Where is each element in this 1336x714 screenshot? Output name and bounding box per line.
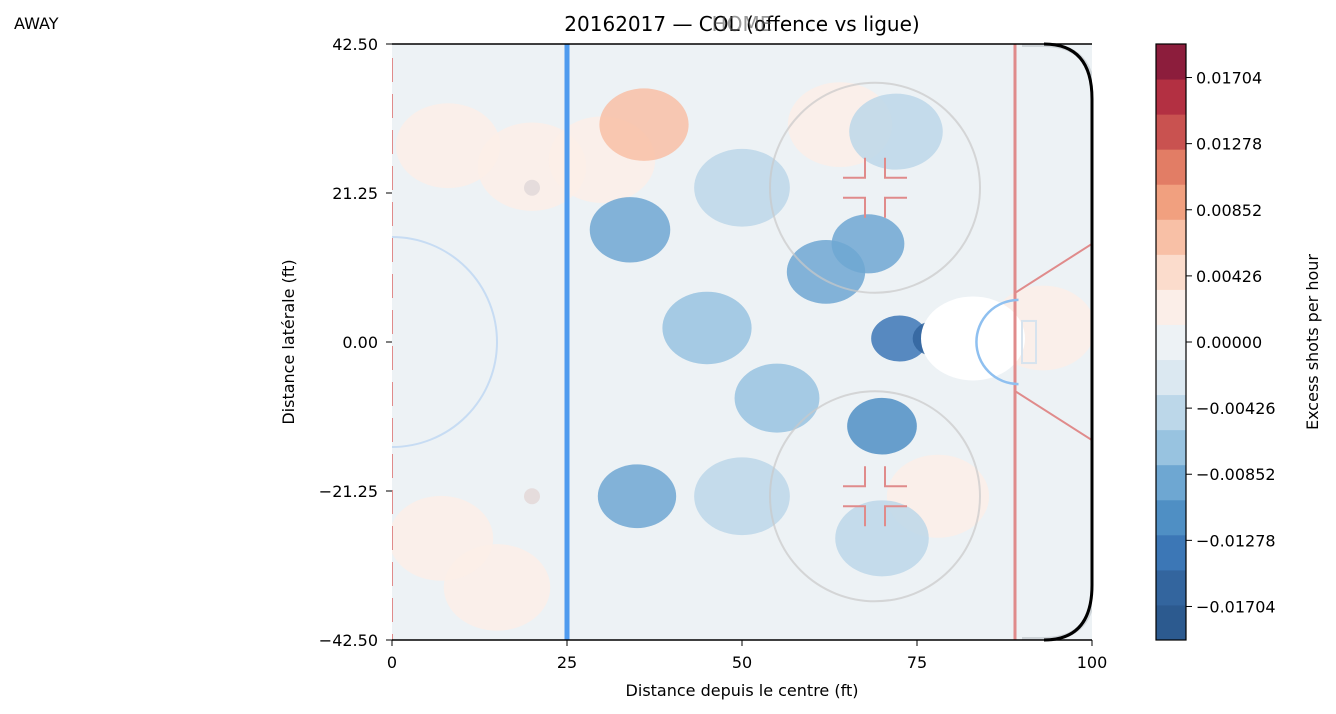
colorbar-level [1156,44,1186,80]
density-blob [589,197,671,263]
density-blob [734,363,820,433]
goal-crease [975,298,1019,386]
x-tick-label: 0 [387,653,397,672]
density-blob [831,214,905,274]
x-tick-label: 75 [907,653,927,672]
faceoff-circle [769,390,981,603]
density-blob [871,315,928,362]
goal-net [1021,319,1037,365]
y-axis-label: Distance latérale (ft) [279,259,298,424]
density-blob [392,495,494,581]
y-tick-label: −21.25 [319,482,378,501]
x-ticks: 0 25 50 75 100 [387,640,1107,672]
colorbar-tick-label: −0.00852 [1196,465,1276,484]
hash-marks [843,157,907,218]
colorbar-levels [1156,44,1186,641]
colorbar-level [1156,254,1186,290]
center-circle [392,236,498,448]
corner-label: AWAY [14,14,59,33]
colorbar-level [1156,569,1186,606]
neutral-dot [524,488,540,505]
colorbar-level [1156,429,1186,466]
trapezoid [1014,242,1092,442]
y-tick-label: 0.00 [342,333,378,352]
colorbar-level [1156,394,1186,431]
y-ticks: 42.50 21.25 0.00 −21.25 −42.50 [319,35,392,650]
colorbar-tick-label: −0.01278 [1196,531,1276,550]
colorbar-tick-label: 0.01704 [1196,69,1262,88]
end-boards [1043,42,1094,642]
colorbar: 0.01704 0.01278 0.00852 0.00426 0.00000 −0.00… [1155,43,1322,641]
colorbar-tick-label: 0.00000 [1196,333,1262,352]
density-blob [662,291,752,365]
home-label: HOME [712,12,773,36]
colorbar-level [1156,359,1186,396]
colorbar-tick-label: −0.01704 [1196,597,1276,616]
density-blob [597,464,677,529]
colorbar-level [1156,79,1186,115]
density-blob [847,397,917,455]
density-blob [599,88,689,161]
colorbar-level [1156,289,1186,325]
colorbar-tick-label: 0.00852 [1196,201,1262,220]
colorbar-level [1156,149,1186,185]
plot-area [392,44,1092,640]
colorbar-level [1156,324,1186,361]
colorbar-level [1156,219,1186,255]
chart-title: 20162017 — COL (offence vs ligue) [564,12,919,36]
faceoff-circle [769,81,981,294]
y-tick-label: −42.50 [319,631,378,650]
density-blob [694,457,790,536]
colorbar-level [1156,114,1186,150]
colorbar-tick-label: 0.00426 [1196,267,1262,286]
x-tick-label: 25 [557,653,577,672]
colorbar-level [1156,464,1186,501]
x-tick-label: 100 [1077,653,1108,672]
colorbar-label: Excess shots per hour [1303,254,1322,430]
density-blob [694,148,790,227]
y-tick-label: 21.25 [332,184,378,203]
density-blob [835,500,929,577]
y-tick-label: 42.50 [332,35,378,54]
density-blob [849,93,943,170]
colorbar-level [1156,499,1186,536]
colorbar-level [1156,184,1186,220]
colorbar-level [1156,604,1186,641]
colorbar-ticks: 0.01704 0.01278 0.00852 0.00426 0.00000 −0.00… [1186,69,1276,616]
colorbar-tick-label: −0.00426 [1196,399,1276,418]
colorbar-level [1156,534,1186,571]
hash-marks [843,466,907,527]
density-blob [395,103,501,189]
x-tick-label: 50 [732,653,752,672]
density-saturated-core [921,296,1025,381]
neutral-dot [524,179,540,196]
colorbar-tick-label: 0.01278 [1196,135,1262,154]
x-axis-label: Distance depuis le centre (ft) [626,681,859,700]
